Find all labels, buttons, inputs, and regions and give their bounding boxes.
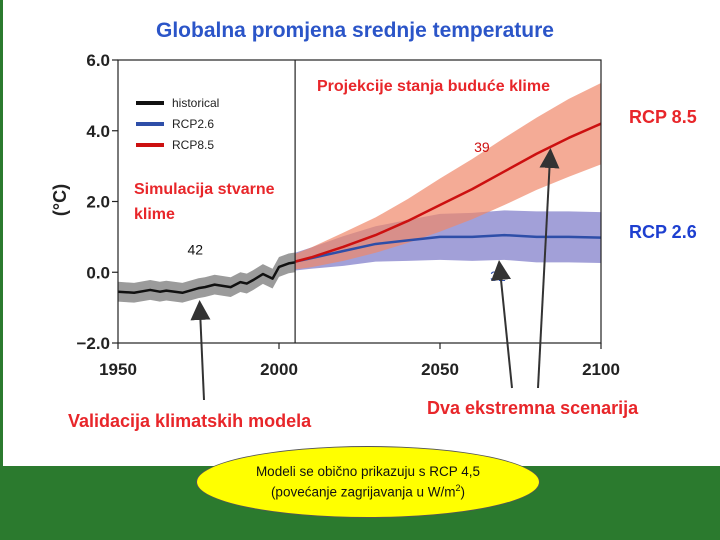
model-count-label: 42: [187, 242, 203, 258]
y-axis-label: (°C): [50, 184, 70, 216]
note-line-1: Modeli se obično prikazuju s RCP 4,5: [255, 464, 481, 480]
left-rule: [0, 0, 3, 466]
y-tick-label: −2.0: [76, 334, 110, 353]
y-tick-label: 0.0: [86, 263, 110, 282]
y-tick-label: 6.0: [86, 51, 110, 70]
rcp26-label: RCP 2.6: [629, 222, 697, 242]
note-oval: Modeli se obično prikazuju s RCP 4,5 (po…: [196, 446, 540, 518]
legend-rcp26-label: RCP2.6: [172, 117, 214, 131]
chart-title: Globalna promjena srednje temperature: [156, 19, 554, 42]
x-tick-label: 2000: [260, 360, 298, 379]
simulation-label-line2: klime: [134, 206, 175, 223]
band-rcp85: [295, 82, 601, 270]
validation-label: Validacija klimatskih modela: [68, 411, 312, 431]
note-superscript: 2: [455, 483, 461, 494]
model-count-label: 32: [490, 268, 506, 284]
line-historical: [117, 261, 296, 295]
model-count-label: 39: [474, 139, 490, 155]
simulation-label-line1: Simulacija stvarne: [134, 181, 275, 198]
note-line-2: (povećanje zagrijavanja u W/m2): [271, 480, 465, 501]
legend-historical-label: historical: [172, 96, 219, 110]
y-tick-label: 4.0: [86, 122, 110, 141]
scenarios-label: Dva ekstremna scenarija: [427, 398, 639, 418]
x-tick-label: 2100: [582, 360, 620, 379]
temperature-chart: Globalna promjena srednje temperature 19…: [50, 19, 697, 431]
validation-arrow: [190, 300, 211, 401]
note-line-2-prefix: (povećanje zagrijavanja u W/m: [270, 484, 456, 500]
projection-label: Projekcije stanja buduće klime: [317, 78, 550, 95]
legend: historical RCP2.6 RCP8.5: [136, 96, 219, 152]
scenario-arrow-rcp85: [537, 148, 560, 389]
note-line-2-suffix: ): [460, 484, 466, 500]
y-tick-label: 2.0: [86, 193, 110, 212]
x-tick-label: 1950: [99, 360, 137, 379]
legend-rcp85-label: RCP8.5: [172, 138, 214, 152]
rcp85-label: RCP 8.5: [629, 107, 697, 127]
scenario-arrow-rcp26: [491, 260, 513, 389]
x-tick-label: 2050: [421, 360, 459, 379]
band-rcp26: [295, 210, 601, 271]
line-rcp26: [294, 233, 602, 263]
